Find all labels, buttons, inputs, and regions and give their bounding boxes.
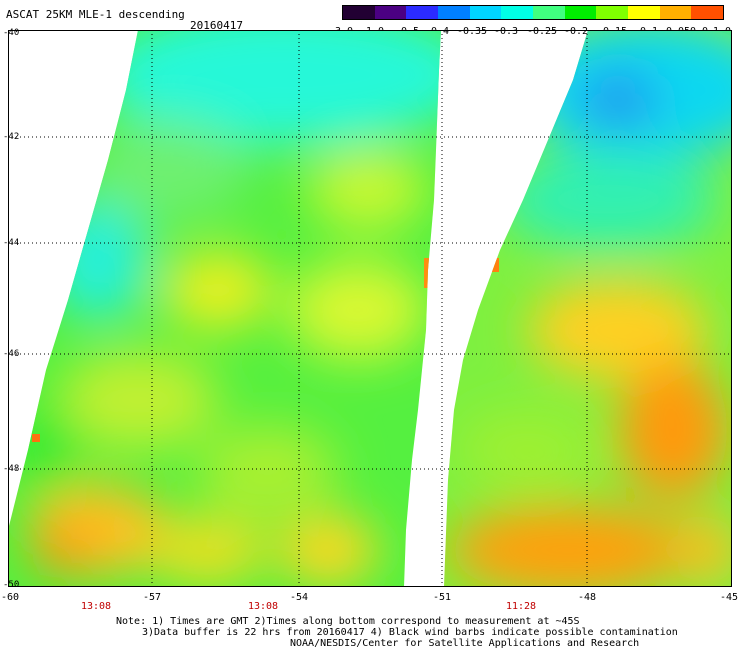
time-label: 13:08 [247, 601, 279, 612]
colorbar-label: -0.2 [563, 26, 589, 37]
colorbar-segment [691, 6, 724, 19]
lat-label: -48 [3, 464, 20, 474]
colorbar-segment [564, 6, 597, 19]
lon-label: -48 [577, 592, 597, 603]
colorbar-segment [628, 6, 660, 19]
colorbar [342, 5, 724, 20]
time-label: 11:28 [505, 601, 537, 612]
lon-label: -60 [0, 592, 20, 603]
lat-lon-grid [8, 30, 732, 587]
lon-label: -57 [142, 592, 162, 603]
lat-label: -44 [3, 238, 20, 248]
colorbar-segment [343, 6, 375, 19]
footer-note: Note: 1) Times are GMT 2)Times along bot… [116, 616, 580, 627]
east-swath [444, 30, 732, 587]
lat-label: -40 [3, 28, 20, 38]
product-date: 20160417 [190, 19, 243, 32]
colorbar-segment [469, 6, 502, 19]
colorbar-label: -0.3 [493, 26, 519, 37]
footer-note: 3)Data buffer is 22 hrs from 20160417 4)… [142, 627, 678, 638]
west-swath [8, 30, 441, 587]
colorbar-segment [501, 6, 534, 19]
colorbar-label: -0.35 [456, 26, 488, 37]
colorbar-segment [659, 6, 692, 19]
lat-label: -46 [3, 349, 20, 359]
lon-label: -45 [719, 592, 739, 603]
footer-credit: NOAA/NESDIS/Center for Satellite Applica… [290, 638, 640, 649]
product-title: ASCAT 25KM MLE-1 descending [6, 8, 185, 21]
colorbar-segment [406, 6, 439, 19]
time-label: 13:08 [80, 601, 112, 612]
lon-label: -51 [432, 592, 452, 603]
colorbar-segment [533, 6, 565, 19]
colorbar-label: -0.25 [526, 26, 558, 37]
lon-label: -54 [289, 592, 309, 603]
map-frame [8, 30, 732, 587]
lat-label: -42 [3, 132, 20, 142]
lat-label: -50 [3, 580, 20, 590]
wind-field-map [8, 30, 732, 587]
colorbar-segment [596, 6, 629, 19]
colorbar-segment [438, 6, 470, 19]
colorbar-segment [374, 6, 407, 19]
